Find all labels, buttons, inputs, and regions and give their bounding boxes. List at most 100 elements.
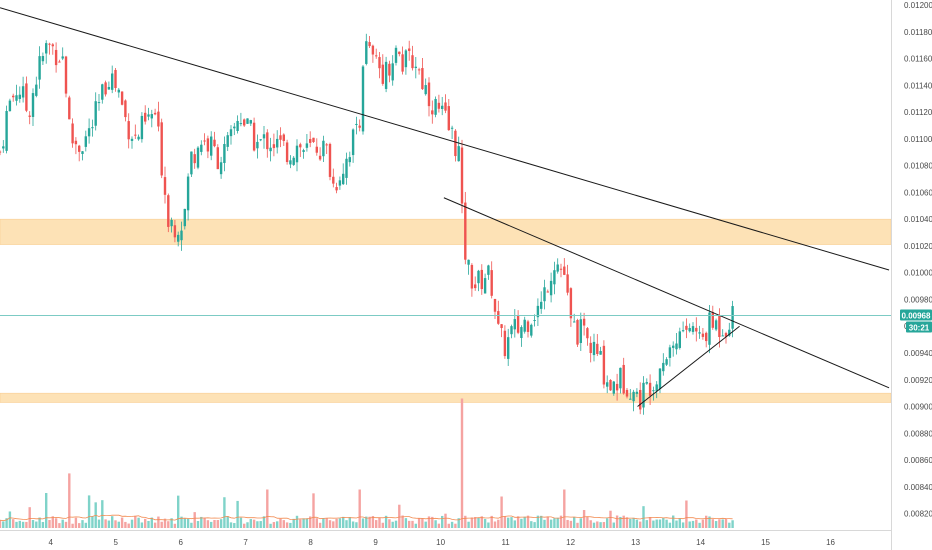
volume-bar <box>41 521 45 528</box>
candle-body <box>28 115 31 117</box>
volume-bar <box>622 515 625 528</box>
candle-body <box>705 332 708 342</box>
candle-body <box>233 126 236 129</box>
candle-body <box>38 56 41 80</box>
price-tick-label: 0.01040 <box>904 215 932 224</box>
candle-body <box>285 142 289 163</box>
volume-bar <box>239 517 243 528</box>
time-tick-label: 9 <box>373 538 378 547</box>
volume-bar <box>38 517 41 528</box>
volume-bar <box>289 522 292 528</box>
candle-body <box>150 114 153 119</box>
volume-bar <box>460 398 464 528</box>
candle-body <box>223 143 226 164</box>
volume-bar <box>533 522 536 528</box>
price-tick-label: 0.01020 <box>904 242 932 251</box>
volume-bar <box>556 517 559 528</box>
volume-bar <box>731 520 734 528</box>
candle-body <box>507 337 510 359</box>
candle-body <box>328 143 332 177</box>
volume-bar <box>18 520 21 528</box>
candle-body <box>365 41 368 64</box>
time-axis[interactable]: 4 5 6 7 8 9 10 11 12 13 14 15 16 <box>48 538 835 547</box>
candle-body <box>183 208 186 227</box>
candle-body <box>180 230 183 241</box>
volume-bar <box>272 522 276 528</box>
candle-body <box>21 86 25 98</box>
time-tick-label: 10 <box>436 538 445 547</box>
candle-body <box>606 382 609 387</box>
volume-bar <box>233 523 236 528</box>
candle-body <box>642 382 645 408</box>
volume-bar <box>503 516 507 528</box>
price-tick-label: 0.01060 <box>904 188 932 197</box>
volume-bar <box>467 521 470 528</box>
volume-bar <box>487 522 490 528</box>
candle-body <box>602 345 606 385</box>
volume-bar <box>510 517 513 528</box>
volume-bars <box>0 398 734 528</box>
candle-body <box>408 48 411 51</box>
candle-body <box>424 85 427 95</box>
price-axis[interactable]: 0.01200 0.01180 0.01160 0.01140 0.01120 0.011… <box>904 1 932 519</box>
candle-body <box>229 129 233 137</box>
volume-bar <box>477 517 480 528</box>
volume-bar <box>507 517 510 528</box>
trendlines[interactable] <box>0 7 890 407</box>
candle-body <box>249 120 252 124</box>
volume-bar <box>424 521 427 528</box>
candle-body <box>54 49 58 66</box>
candle-body <box>665 359 668 365</box>
volume-bar <box>579 518 582 528</box>
volume-bar <box>127 523 130 528</box>
candle-body <box>289 160 292 165</box>
volume-bar <box>243 523 246 528</box>
volume-bar <box>203 517 206 528</box>
candle-body <box>252 122 256 151</box>
volume-bar <box>196 521 200 528</box>
volume-bar <box>338 518 342 528</box>
volume-bar <box>454 523 457 528</box>
time-tick-label: 16 <box>826 538 835 547</box>
volume-bar <box>609 510 612 528</box>
volume-bar <box>470 517 474 528</box>
candle-body <box>361 66 365 132</box>
candle-body <box>450 127 454 129</box>
candle-body <box>639 389 642 410</box>
candle-body <box>718 315 721 337</box>
candle-body <box>721 335 724 337</box>
candle-body <box>474 284 477 289</box>
volume-bar <box>388 519 391 528</box>
candle-body <box>64 56 68 94</box>
volume-bar <box>520 518 523 528</box>
volume-bar <box>553 518 556 528</box>
volume-bar <box>45 493 48 528</box>
volume-bar <box>480 516 483 528</box>
volume-bar <box>315 518 318 528</box>
volume-bar <box>130 519 134 528</box>
candle-body <box>120 91 124 105</box>
volume-bar <box>87 495 91 528</box>
volume-bar <box>114 520 117 528</box>
candle-body <box>421 68 424 90</box>
volume-bar <box>31 520 35 528</box>
current-price-tag: 0.00968 30:21 <box>900 309 932 333</box>
candle-body <box>526 321 530 332</box>
time-tick-label: 15 <box>761 538 770 547</box>
candle-body <box>203 140 206 142</box>
candle-body <box>675 343 678 350</box>
volume-bar <box>457 518 460 528</box>
volume-bar <box>490 515 493 528</box>
candle-body <box>272 144 276 149</box>
candle-body <box>31 93 35 117</box>
volume-bar <box>592 522 596 528</box>
candle-body <box>536 305 540 318</box>
candle-body <box>563 266 566 275</box>
volume-bar <box>137 517 140 528</box>
candle-timer-badge <box>906 321 932 333</box>
volume-bar <box>292 518 295 528</box>
candle-body <box>540 301 543 309</box>
volume-bar <box>559 515 563 528</box>
volume-bar <box>124 521 127 528</box>
